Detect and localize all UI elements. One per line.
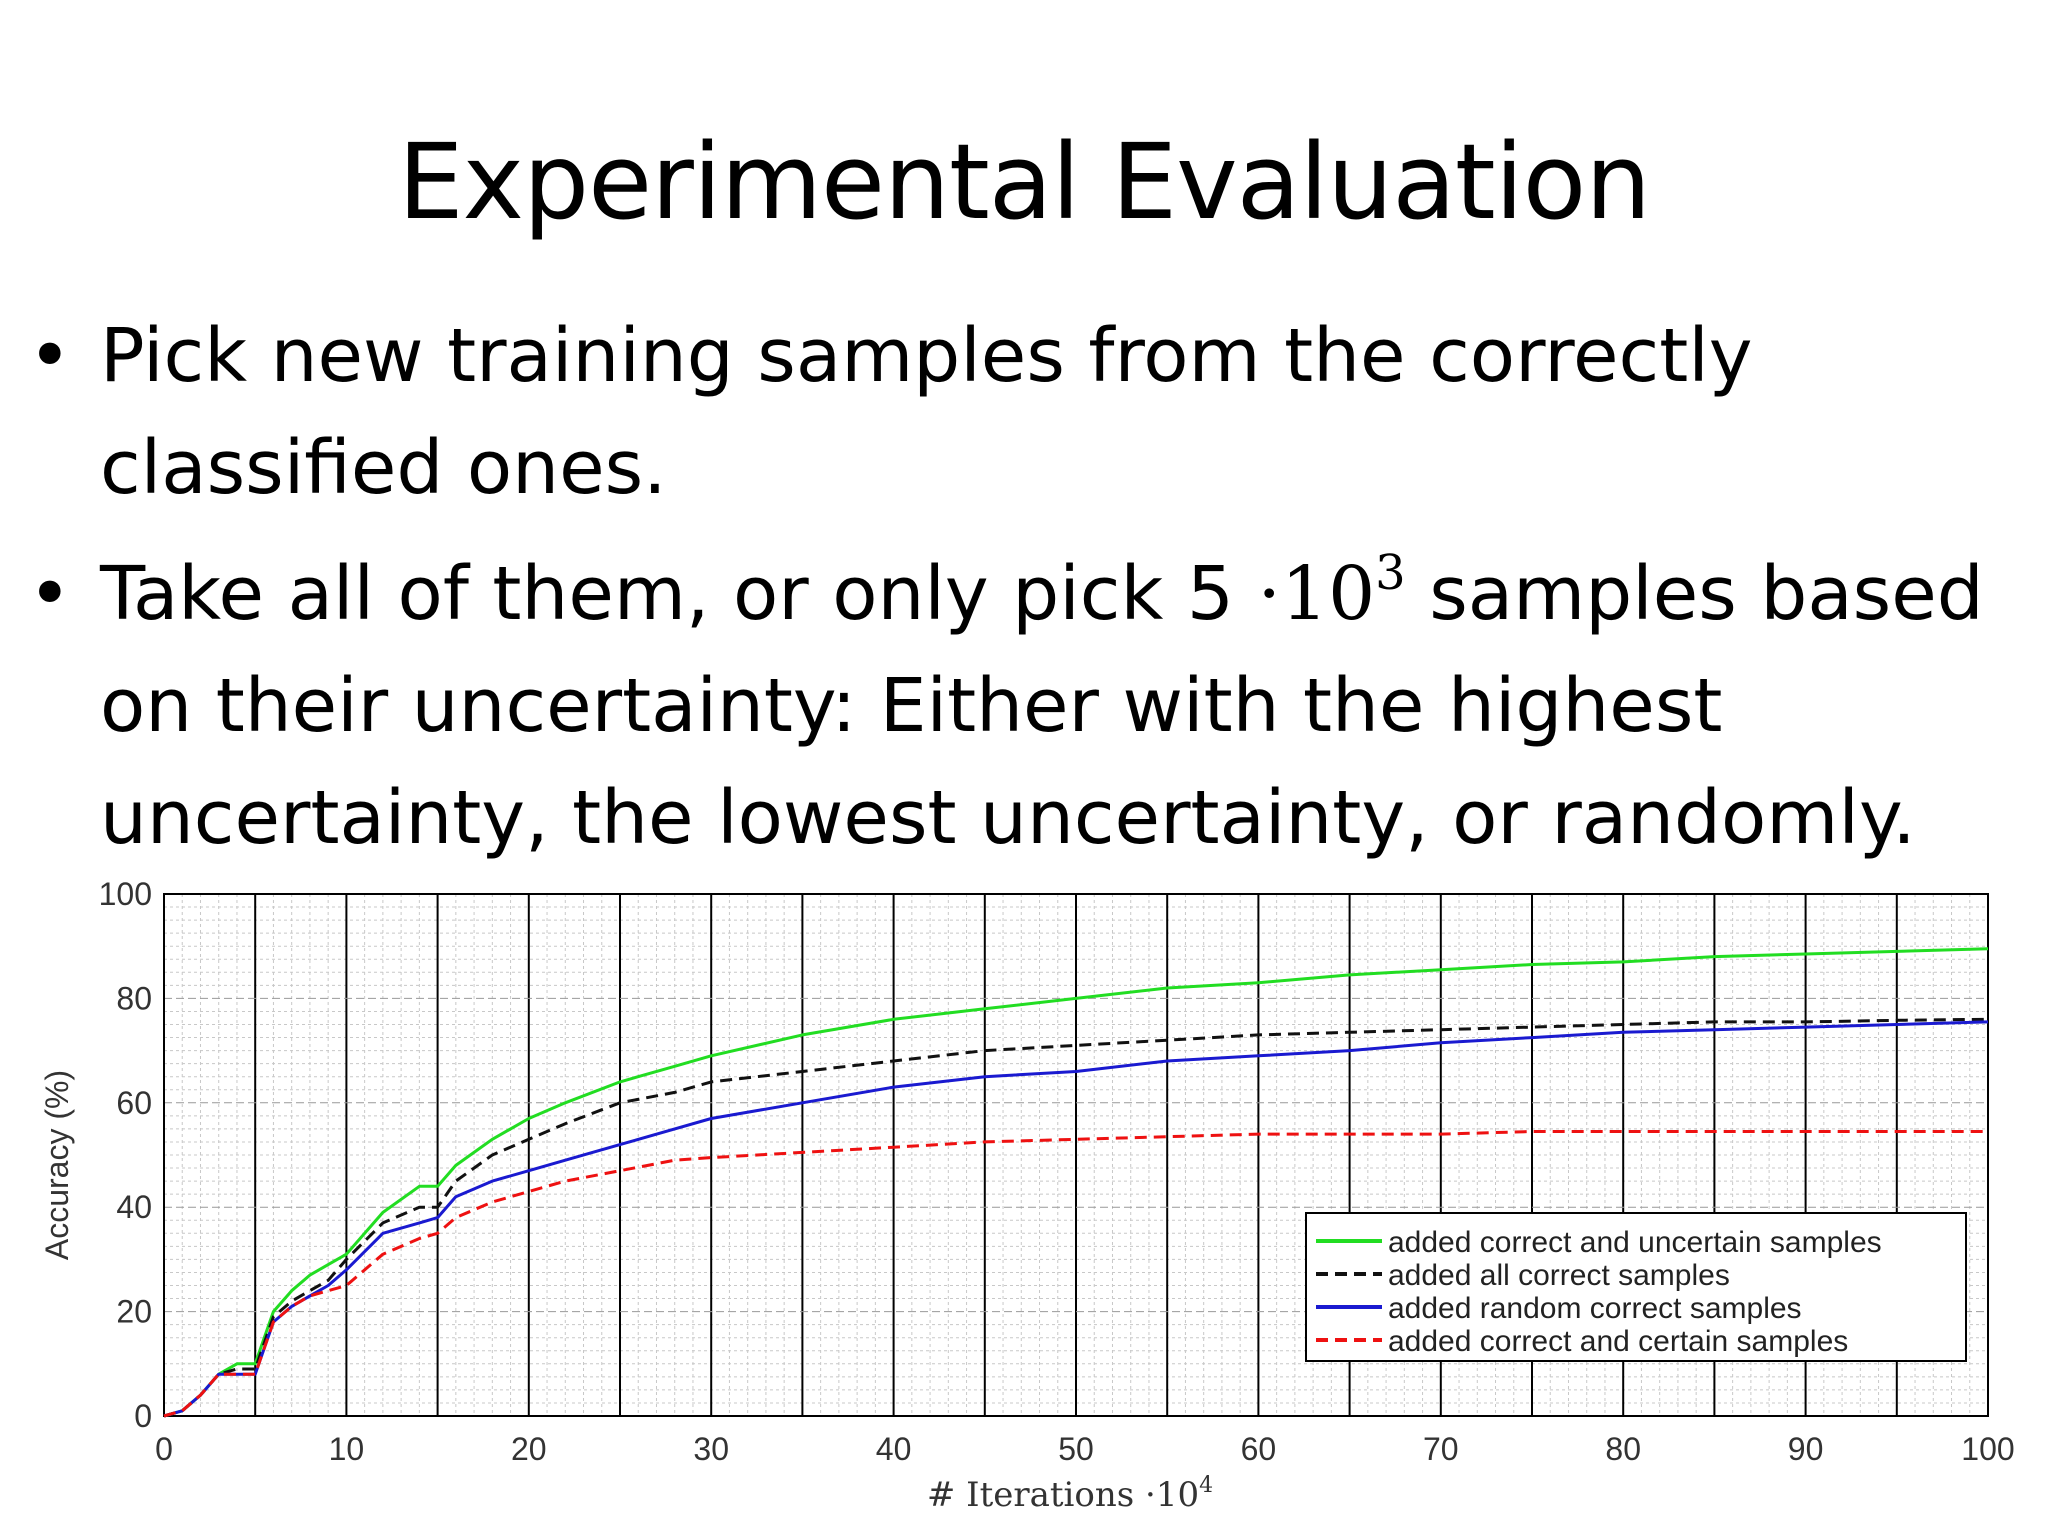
x-tick-label: 90 (1788, 1431, 1824, 1467)
legend-label: added random correct samples (1388, 1292, 1802, 1325)
y-tick-label: 100 (99, 876, 152, 912)
bullet-symbol: • (28, 313, 72, 399)
x-tick-label: 80 (1605, 1431, 1641, 1467)
x-axis-label: # Iterations ·104 (927, 1473, 1213, 1515)
math-base: 10 (1280, 551, 1376, 637)
x-tick-label: 100 (1961, 1431, 2014, 1467)
y-tick-label: 20 (116, 1294, 152, 1330)
series-line-1 (163, 947, 1989, 1418)
bullet-list: • Pick new training samples from the cor… (28, 300, 2028, 888)
x-tick-label: 20 (511, 1431, 547, 1467)
bullet-symbol: • (28, 551, 72, 637)
series-layer (163, 947, 1989, 1418)
bullet-text-2-after: samples based on their uncertainty: Eith… (100, 551, 1984, 861)
math-expression: ·103 (1257, 549, 1405, 637)
y-tick-label: 80 (116, 980, 152, 1016)
plot-frame (163, 893, 1989, 1417)
legend-box (1305, 1212, 1967, 1362)
x-axis-label-exponent: 4 (1199, 1473, 1213, 1498)
series-line-4 (163, 1130, 1988, 1418)
x-axis-label-text: # Iterations ·10 (927, 1475, 1199, 1515)
legend-label: added all correct samples (1388, 1259, 1730, 1292)
accuracy-chart: 0 10 20 30 40 50 60 70 80 90 100 0 20 40 60 80 100 added… (39, 876, 2015, 1515)
x-tick-label: 40 (876, 1431, 912, 1467)
math-dot: · (1257, 551, 1281, 637)
x-tick-label: 50 (1058, 1431, 1094, 1467)
y-tick-label: 60 (116, 1085, 152, 1121)
bullet-item-1: • Pick new training samples from the cor… (28, 300, 2028, 524)
legend-label: added correct and uncertain samples (1388, 1226, 1882, 1259)
slide-title: Experimental Evaluation (397, 121, 1651, 243)
x-tick-label: 10 (329, 1431, 365, 1467)
axis-ticks: 0 10 20 30 40 50 60 70 80 90 100 0 20 40 60 80 100 (99, 876, 2015, 1467)
x-tick-label: 30 (693, 1431, 729, 1467)
x-tick-label: 60 (1241, 1431, 1277, 1467)
x-tick-label: 70 (1423, 1431, 1459, 1467)
bullet-item-2: • Take all of them, or only pick 5 ·103 … (28, 538, 2028, 874)
y-axis-label: Accuracy (%) (39, 1070, 75, 1260)
y-tick-label: 0 (134, 1398, 152, 1434)
math-exponent: 3 (1375, 545, 1406, 601)
y-tick-label: 40 (116, 1189, 152, 1225)
series-line-2 (163, 1017, 1989, 1418)
legend-label: added correct and certain samples (1388, 1325, 1848, 1358)
x-tick-label: 0 (155, 1431, 173, 1467)
chart-legend: added correct and uncertain samplesadded… (1305, 1212, 1967, 1362)
bullet-text-2-before: Take all of them, or only pick 5 (100, 551, 1258, 637)
bullet-text-1: Pick new training samples from the corre… (100, 313, 1753, 511)
